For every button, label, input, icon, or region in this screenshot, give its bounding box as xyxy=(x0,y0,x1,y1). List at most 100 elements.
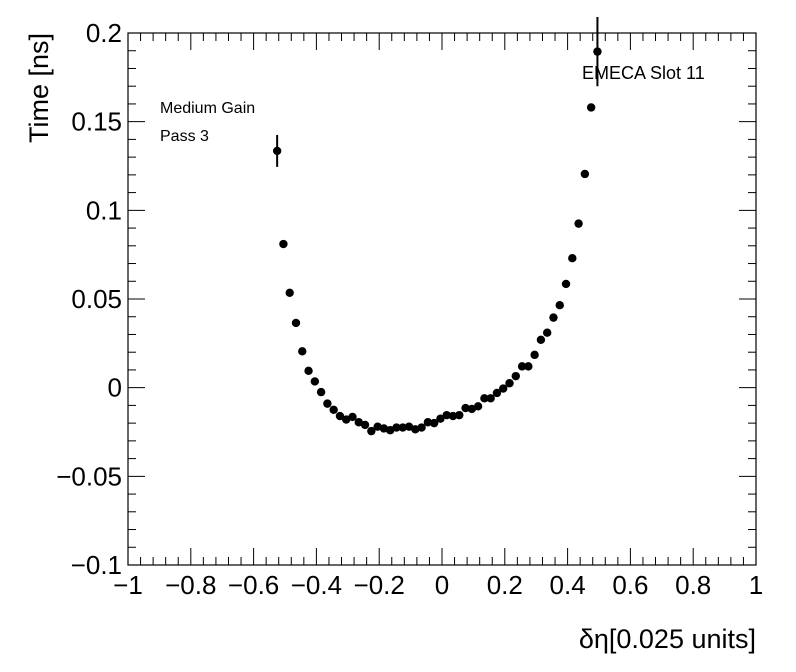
data-point xyxy=(423,418,433,427)
point-marker xyxy=(542,328,552,337)
data-point xyxy=(291,318,301,328)
x-axis-title: δη[0.025 units] xyxy=(579,624,756,654)
data-point xyxy=(398,423,407,432)
x-tick-label: 0.4 xyxy=(550,570,586,600)
y-tick-label: 0.1 xyxy=(86,195,122,225)
data-point xyxy=(285,288,294,297)
data-point xyxy=(442,410,451,420)
point-marker xyxy=(461,403,470,413)
point-marker xyxy=(304,366,313,376)
point-marker xyxy=(436,414,445,423)
x-tick-label: 0.8 xyxy=(675,570,711,600)
point-marker xyxy=(530,350,539,360)
y-tick-label: 0 xyxy=(108,373,122,403)
point-marker xyxy=(404,422,414,431)
annotation-pass: Pass 3 xyxy=(160,128,209,145)
point-marker xyxy=(279,239,288,249)
data-point xyxy=(549,313,558,322)
point-marker xyxy=(285,288,294,297)
data-point xyxy=(429,418,439,428)
data-point xyxy=(392,423,401,432)
data-point xyxy=(524,362,533,371)
x-tick-label: −0.2 xyxy=(354,570,405,600)
x-tick-label: 1 xyxy=(749,570,763,600)
data-point xyxy=(348,412,357,422)
x-tick-labels: −1 −0.8 −0.6 −0.4 −0.2 0 0.2 0.4 0.6 0.8 1 xyxy=(113,570,763,600)
data-point xyxy=(486,394,495,403)
data-point xyxy=(568,254,577,263)
point-marker xyxy=(524,362,533,371)
point-marker xyxy=(486,394,495,403)
data-point xyxy=(580,169,590,179)
data-point xyxy=(360,420,370,430)
x-tick-label: −1 xyxy=(113,570,143,600)
point-marker xyxy=(586,103,596,112)
y-tick-label: −0.05 xyxy=(56,461,122,491)
data-point xyxy=(517,362,527,371)
y-tick-labels: −0.1 −0.05 0 0.05 0.1 0.15 0.2 xyxy=(56,18,122,580)
data-point xyxy=(461,403,470,413)
point-marker xyxy=(492,388,502,398)
y-axis-title: Time [ns] xyxy=(24,33,54,143)
point-marker xyxy=(272,146,282,156)
point-marker xyxy=(505,379,514,388)
x-tick-label: 0 xyxy=(435,570,449,600)
point-marker xyxy=(593,47,602,56)
point-marker xyxy=(499,384,508,393)
point-marker xyxy=(323,399,332,408)
data-point xyxy=(298,347,307,356)
data-point xyxy=(354,418,363,427)
x-tick-label: −0.6 xyxy=(228,570,279,600)
data-point xyxy=(329,405,338,415)
data-point xyxy=(586,103,596,112)
data-point xyxy=(404,422,414,431)
data-point xyxy=(480,394,489,403)
point-marker xyxy=(335,411,345,421)
point-marker xyxy=(549,313,558,322)
point-marker xyxy=(354,418,363,427)
data-point xyxy=(448,411,458,421)
data-point xyxy=(367,426,376,436)
y-tick-label: 0.15 xyxy=(71,107,122,137)
point-marker xyxy=(455,410,464,420)
point-marker xyxy=(342,415,351,424)
data-point xyxy=(593,17,602,87)
data-point xyxy=(473,402,483,411)
point-marker xyxy=(291,318,301,328)
point-marker xyxy=(536,335,546,344)
data-point xyxy=(574,219,583,228)
data-point xyxy=(417,423,426,432)
data-point xyxy=(316,387,326,397)
point-marker xyxy=(385,426,395,435)
data-point xyxy=(279,239,288,249)
data-point xyxy=(530,350,539,360)
data-point xyxy=(536,335,546,344)
data-point xyxy=(555,301,564,310)
data-point xyxy=(272,134,282,167)
point-marker xyxy=(448,411,458,421)
point-marker xyxy=(329,405,338,415)
data-point xyxy=(561,279,571,289)
point-marker xyxy=(467,404,477,414)
annotation-gain: Medium Gain xyxy=(160,100,255,117)
y-tick-label: −0.1 xyxy=(71,550,122,580)
point-marker xyxy=(473,402,483,411)
point-marker xyxy=(316,387,326,397)
x-tick-label: 0.2 xyxy=(487,570,523,600)
axis-ticks xyxy=(127,32,757,566)
data-point xyxy=(492,388,502,398)
point-marker xyxy=(423,418,433,427)
data-point xyxy=(505,379,514,388)
point-marker xyxy=(574,219,583,228)
data-points xyxy=(272,17,602,436)
point-marker xyxy=(392,423,401,432)
data-point xyxy=(455,410,464,420)
point-marker xyxy=(429,418,439,428)
point-marker xyxy=(511,371,520,381)
data-point xyxy=(385,426,395,435)
point-marker xyxy=(417,423,426,432)
data-point xyxy=(499,384,508,393)
y-tick-label: 0.2 xyxy=(86,18,122,48)
point-marker xyxy=(580,169,590,179)
